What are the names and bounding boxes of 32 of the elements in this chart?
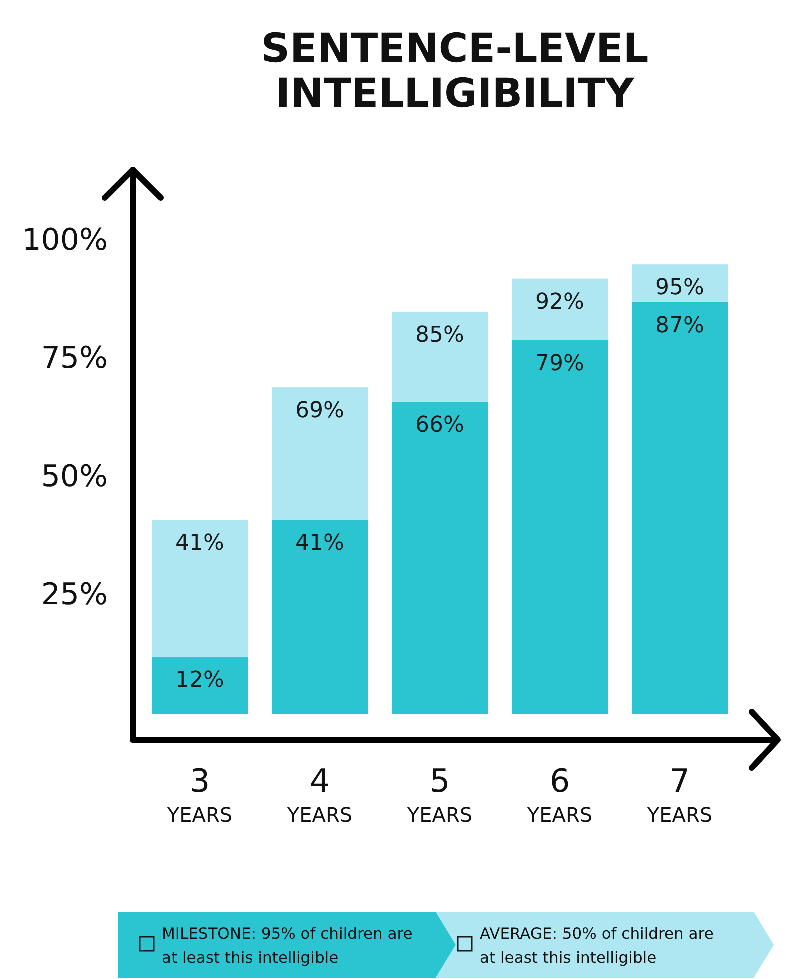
data-label: 41% (296, 531, 344, 556)
bar (632, 302, 728, 714)
y-tick-label: 25% (41, 578, 108, 613)
bar (632, 264, 728, 302)
bar (272, 388, 368, 520)
total-label: 41% (176, 531, 224, 556)
total-label: 69% (296, 398, 344, 424)
x-tick-label: 6 YEARS (526, 762, 593, 827)
chart-title: SENTENCE-LEVEL INTELLIGIBILITY (261, 26, 649, 117)
bar (152, 657, 248, 714)
legend-label: AVERAGE: 50% of children are at least this intelligible (480, 925, 714, 967)
total-label: 92% (536, 290, 584, 315)
data-label: 12% (176, 668, 224, 694)
bar (512, 340, 608, 714)
bar (392, 312, 488, 402)
y-tick-label: 100% (22, 222, 108, 258)
x-tick-label: 4 YEARS (286, 762, 353, 827)
bar (392, 402, 488, 714)
bar (152, 520, 248, 658)
total-label: 95% (656, 276, 704, 301)
data-label: 87% (656, 313, 704, 338)
bar (512, 278, 608, 340)
y-tick-label: 50% (41, 459, 108, 494)
x-tick-label: 5 YEARS (406, 762, 473, 827)
x-tick-label: 7 YEARS (646, 762, 713, 827)
legend-label: MILESTONE: 95% of children are at least this intelligible (162, 925, 413, 967)
data-label: 79% (536, 351, 584, 376)
y-tick-label: 75% (41, 341, 108, 376)
x-tick-label: 3 YEARS (166, 762, 233, 827)
total-label: 85% (416, 322, 464, 348)
bar (272, 520, 368, 714)
data-label: 66% (416, 412, 464, 438)
